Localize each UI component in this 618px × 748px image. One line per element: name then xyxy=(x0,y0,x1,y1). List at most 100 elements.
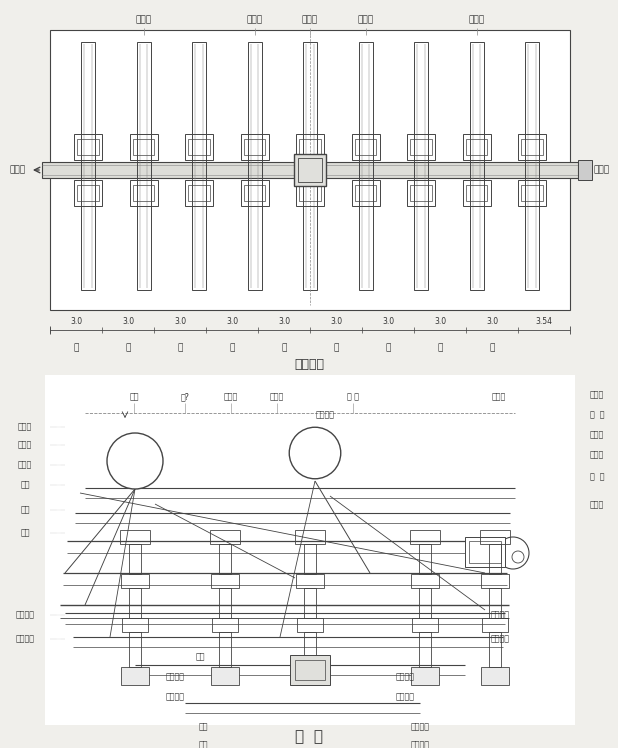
Bar xyxy=(210,530,240,544)
Bar xyxy=(290,655,330,685)
Bar xyxy=(410,138,431,156)
Text: 踩: 踩 xyxy=(229,343,235,352)
Bar xyxy=(489,632,501,667)
Bar xyxy=(297,618,323,632)
Bar xyxy=(419,632,431,667)
Bar xyxy=(188,138,210,156)
Text: 蓋斗板: 蓋斗板 xyxy=(590,431,604,440)
Bar xyxy=(483,618,507,632)
Text: 踩: 踩 xyxy=(333,343,339,352)
Text: 扇  桃: 扇 桃 xyxy=(590,473,604,482)
Bar xyxy=(244,185,265,201)
Bar xyxy=(299,138,321,156)
Bar xyxy=(130,180,158,206)
Text: 踩: 踩 xyxy=(385,343,391,352)
Text: 挑槽桁: 挑槽桁 xyxy=(18,423,32,432)
Bar xyxy=(188,185,210,201)
Text: 頭翹: 頭翹 xyxy=(198,723,208,732)
Bar xyxy=(42,162,578,178)
Text: 三才升: 三才升 xyxy=(247,16,263,25)
Bar xyxy=(247,42,261,290)
Bar xyxy=(407,180,435,206)
Text: 踩: 踩 xyxy=(489,343,494,352)
Text: 井口枋: 井口枋 xyxy=(590,450,604,459)
Bar xyxy=(81,42,95,290)
Bar xyxy=(481,574,509,588)
Bar xyxy=(470,42,483,290)
Bar xyxy=(240,180,268,206)
Text: 正心枋: 正心枋 xyxy=(224,393,238,402)
Text: 單材萬栱: 單材萬栱 xyxy=(15,610,35,619)
Bar xyxy=(211,667,239,685)
Text: 十八牛: 十八牛 xyxy=(594,165,610,174)
Text: 檐頭木: 檐頭木 xyxy=(491,393,506,402)
Bar xyxy=(480,530,510,544)
Bar xyxy=(352,180,379,206)
Bar xyxy=(137,42,151,290)
Text: 3.0: 3.0 xyxy=(278,316,290,325)
Text: 踩: 踩 xyxy=(438,343,442,352)
Text: 踩: 踩 xyxy=(74,343,78,352)
Bar xyxy=(299,185,321,201)
Text: 挑槽枋: 挑槽枋 xyxy=(18,441,32,450)
Bar xyxy=(77,138,99,156)
Text: 檩頭木: 檩頭木 xyxy=(590,390,604,399)
Text: 槽井子: 槽井子 xyxy=(302,16,318,25)
Bar xyxy=(129,544,142,574)
Text: 三才升: 三才升 xyxy=(357,16,373,25)
Text: 3.54: 3.54 xyxy=(536,316,552,325)
Bar xyxy=(244,138,265,156)
Bar xyxy=(419,544,431,574)
Bar xyxy=(355,185,376,201)
Text: 橑?: 橑? xyxy=(180,393,190,402)
Text: 3.0: 3.0 xyxy=(382,316,394,325)
Text: 平縵: 平縵 xyxy=(129,393,139,402)
Bar xyxy=(219,632,231,667)
Bar xyxy=(419,588,431,618)
Text: 正心萬栱: 正心萬栱 xyxy=(410,723,430,732)
Bar xyxy=(465,537,505,567)
Bar xyxy=(411,667,439,685)
Text: 大牛: 大牛 xyxy=(198,741,208,748)
Bar xyxy=(489,588,501,618)
Bar xyxy=(185,180,213,206)
Bar xyxy=(129,588,142,618)
Circle shape xyxy=(289,427,341,479)
Text: 3.0: 3.0 xyxy=(434,316,446,325)
Text: 三翹: 三翹 xyxy=(20,529,30,538)
Text: 正心桁: 正心桁 xyxy=(269,393,284,402)
Bar xyxy=(296,667,324,685)
Bar xyxy=(77,185,99,201)
Bar xyxy=(74,134,102,160)
Text: 踩: 踩 xyxy=(281,343,287,352)
Bar xyxy=(219,544,231,574)
Text: 斜蓋牛板: 斜蓋牛板 xyxy=(316,411,335,420)
Bar xyxy=(522,185,543,201)
Text: 3.0: 3.0 xyxy=(122,316,134,325)
Bar xyxy=(412,618,438,632)
Bar xyxy=(296,134,324,160)
Bar xyxy=(129,632,142,667)
Circle shape xyxy=(107,433,163,489)
Bar xyxy=(466,138,487,156)
Bar xyxy=(303,632,316,667)
Text: 桁  梳: 桁 梳 xyxy=(590,411,604,420)
Text: 俯视平面: 俯视平面 xyxy=(294,358,324,370)
Text: 單材萬栱: 單材萬栱 xyxy=(396,672,415,681)
Text: 單材瓜栱: 單材瓜栱 xyxy=(15,634,35,643)
Circle shape xyxy=(497,537,529,569)
Bar xyxy=(462,134,491,160)
Text: 橑 行: 橑 行 xyxy=(347,393,359,402)
Text: 三才升: 三才升 xyxy=(468,16,485,25)
Text: 正心瓜栱: 正心瓜栱 xyxy=(410,741,430,748)
Bar xyxy=(298,158,322,183)
Text: 麻葉頭: 麻葉頭 xyxy=(590,500,604,509)
Text: 踩: 踩 xyxy=(125,343,130,352)
Text: 單材瓜栱: 單材瓜栱 xyxy=(166,693,185,702)
Text: 三才升: 三才升 xyxy=(135,16,151,25)
Bar xyxy=(411,574,439,588)
Bar xyxy=(469,541,501,563)
Bar xyxy=(414,42,428,290)
Bar xyxy=(74,180,102,206)
Bar xyxy=(296,574,324,588)
